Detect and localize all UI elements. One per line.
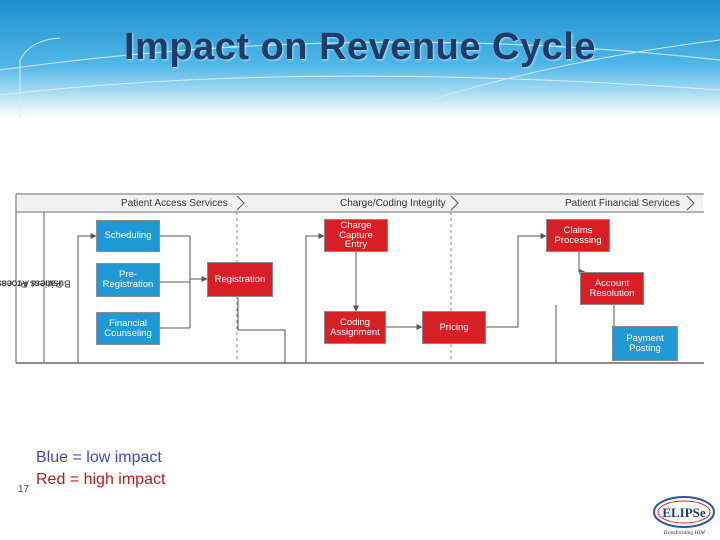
node-account-resolution: Account Resolution (580, 272, 644, 305)
node-label: Coding Assignment (330, 316, 380, 338)
swimlane-label: Business Process/Patient Access (0, 228, 70, 338)
node-label: Scheduling (104, 230, 152, 242)
node-coding-assignment: Coding Assignment (324, 311, 386, 344)
elipse-logo: ELIPSe Transforming HIM (653, 496, 715, 536)
node-claims-processing: Claims Processing (546, 219, 610, 252)
node-label: Pricing (439, 321, 469, 333)
node-label: Pre- Registration (102, 269, 154, 290)
node-scheduling: Scheduling (96, 220, 160, 252)
node-payment-posting: Payment Posting (612, 326, 678, 361)
node-registration: Registration (207, 262, 273, 297)
node-label: Payment Posting (626, 332, 664, 354)
swimlane-label-line: Patient Access (0, 277, 62, 289)
phase-label: Charge/Coding Integrity (340, 198, 446, 209)
legend-high-impact: Red = high impact (36, 471, 166, 488)
svg-text:ELIPSe: ELIPSe (662, 505, 706, 520)
node-label: Financial Counseling (104, 317, 152, 339)
node-pricing: Pricing (422, 311, 486, 344)
node-label: Claims Processing (554, 224, 602, 246)
slide-number: 17 (18, 484, 30, 495)
node-label: Registration (214, 273, 266, 285)
legend: Blue = low impact Red = high impact (36, 447, 165, 491)
phase-label: Patient Financial Services (565, 198, 681, 209)
node-charge-capture-entry: Charge Capture Entry (324, 219, 388, 252)
header-background (0, 0, 720, 118)
node-pre-registration: Pre- Registration (96, 263, 160, 297)
phase-label: Patient Access Services (121, 198, 228, 209)
slide-title: Impact on Revenue Cycle (124, 26, 596, 68)
node-financial-counseling: Financial Counseling (96, 312, 160, 345)
node-label: Charge Capture Entry (339, 219, 373, 251)
node-label: Account Resolution (589, 277, 635, 299)
svg-text:Transforming HIM: Transforming HIM (663, 529, 705, 536)
legend-low-impact: Blue = low impact (36, 449, 162, 466)
